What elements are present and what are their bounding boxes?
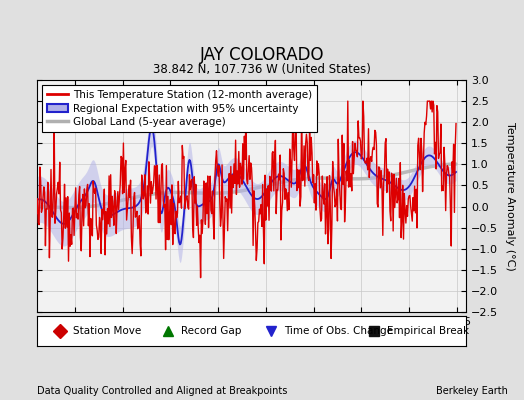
Text: Time of Obs. Change: Time of Obs. Change [284, 326, 393, 336]
Text: Empirical Break: Empirical Break [387, 326, 469, 336]
Text: Station Move: Station Move [73, 326, 141, 336]
Y-axis label: Temperature Anomaly (°C): Temperature Anomaly (°C) [505, 122, 515, 270]
Text: Record Gap: Record Gap [181, 326, 241, 336]
Text: JAY COLORADO: JAY COLORADO [200, 46, 324, 64]
Text: 38.842 N, 107.736 W (United States): 38.842 N, 107.736 W (United States) [153, 63, 371, 76]
Legend: This Temperature Station (12-month average), Regional Expectation with 95% uncer: This Temperature Station (12-month avera… [42, 85, 318, 132]
Text: Berkeley Earth: Berkeley Earth [436, 386, 508, 396]
Text: Data Quality Controlled and Aligned at Breakpoints: Data Quality Controlled and Aligned at B… [37, 386, 287, 396]
